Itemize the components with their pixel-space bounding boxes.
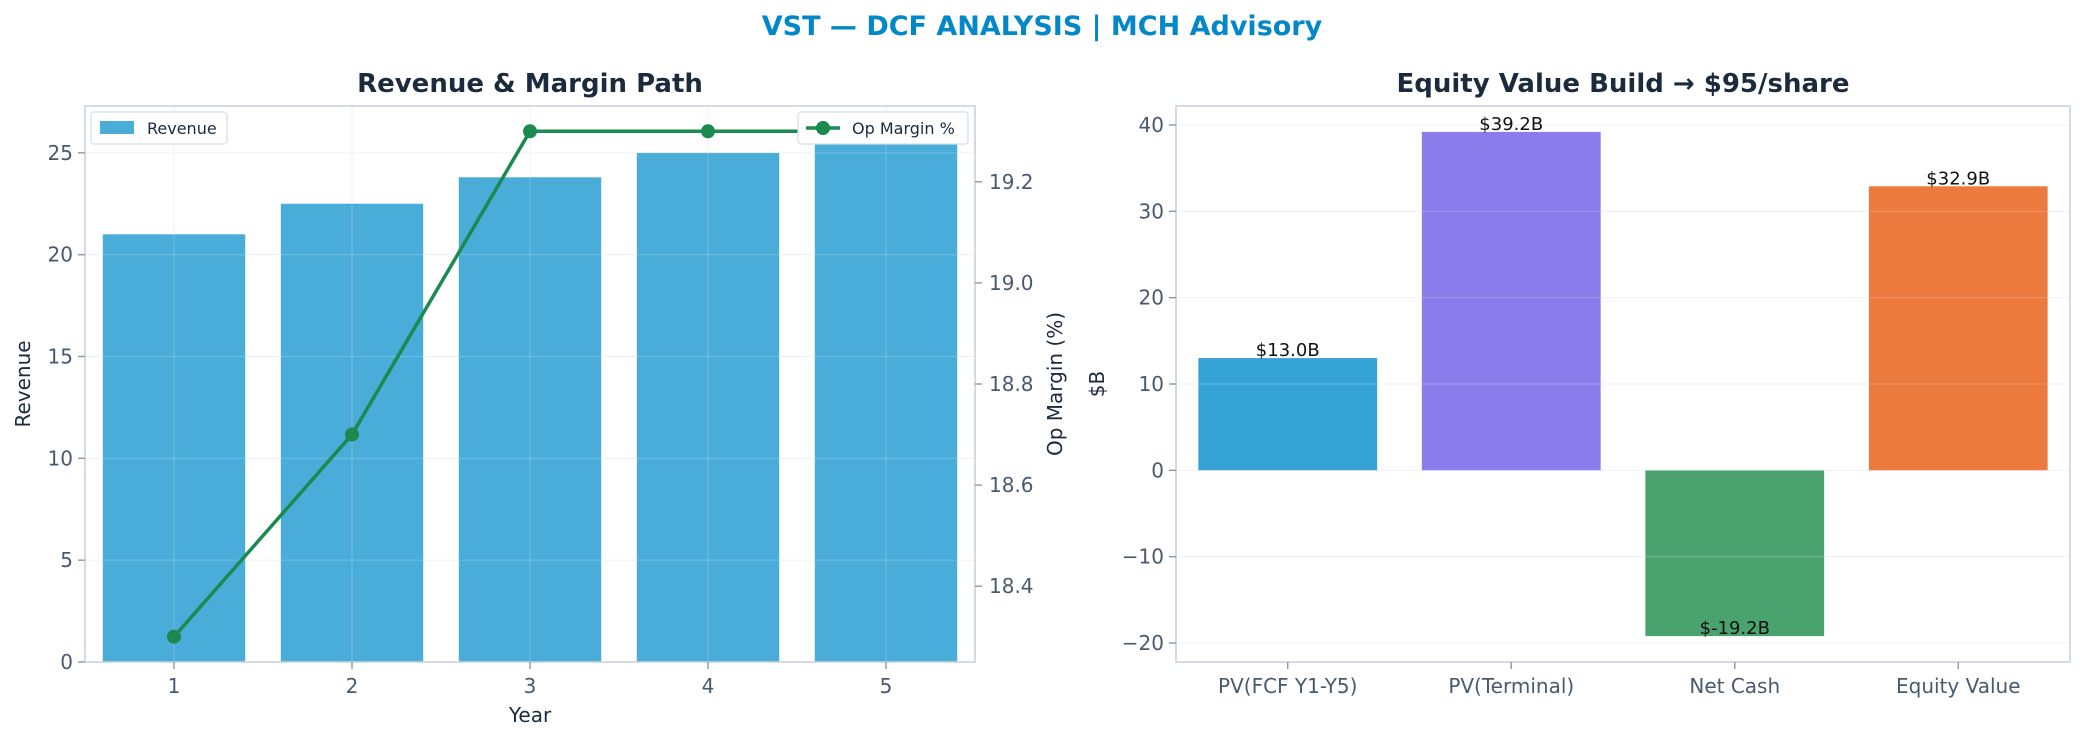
y-tick-label: 10: [48, 446, 73, 470]
y-tick-label: 0: [1151, 458, 1164, 482]
y-tick-label: 0: [60, 650, 73, 674]
op-margin-point: [523, 124, 537, 139]
equity-build-bar: [1645, 470, 1825, 637]
bar-value-label: $13.0B: [1256, 340, 1320, 361]
y2-tick-label: 19.2: [989, 170, 1034, 194]
x-tick-label: 3: [524, 674, 537, 698]
y-tick-label: 25: [48, 141, 73, 165]
y2-tick-label: 18.6: [989, 473, 1034, 497]
revenue-margin-chart: Revenue & Margin Path 1 2 3 4 5 0 5 10 15 20 25 1…: [11, 69, 1067, 727]
x-tick-label: 4: [702, 674, 715, 698]
legend-revenue-swatch: [100, 121, 134, 134]
legend-revenue: Revenue: [90, 111, 228, 145]
revenue-bar: [636, 152, 780, 663]
bar-value-label: $32.9B: [1926, 168, 1990, 189]
bar-value-label: $39.2B: [1479, 114, 1543, 135]
legend-op-margin-marker: [816, 121, 830, 135]
revenue-bar: [458, 177, 602, 663]
y-axis-label-op-margin: Op Margin (%): [1043, 312, 1067, 456]
equity-build-bar: [1868, 186, 2048, 471]
y-tick-label: 20: [48, 243, 73, 267]
legend-revenue-label: Revenue: [147, 119, 217, 138]
y-tick-label: 5: [60, 548, 73, 572]
figure-title: VST — DCF ANALYSIS | MCH Advisory: [762, 11, 1323, 42]
op-margin-point: [701, 124, 715, 139]
x-tick-label: Net Cash: [1689, 674, 1780, 698]
y2-tick-label: 18.4: [989, 574, 1034, 598]
y-tick-label: 20: [1139, 286, 1164, 310]
x-axis-label: Year: [508, 703, 552, 727]
op-margin-point: [167, 629, 181, 644]
x-tick-label: 1: [168, 674, 181, 698]
y-tick-label: −10: [1122, 545, 1164, 569]
legend-op-margin-label: Op Margin %: [852, 119, 955, 138]
bar-value-label: $-19.2B: [1700, 618, 1770, 639]
y-tick-label: −20: [1122, 631, 1164, 655]
y-tick-label: 40: [1139, 113, 1164, 137]
y-axis-label-revenue: Revenue: [11, 340, 35, 427]
y-axis-label-billions: $B: [1085, 371, 1109, 397]
y2-tick-label: 18.8: [989, 372, 1034, 396]
equity-build-bar: [1421, 131, 1601, 471]
y2-tick-label: 19.0: [989, 271, 1034, 295]
equity-build-bar: [1198, 358, 1378, 471]
y-tick-label: 30: [1139, 199, 1164, 223]
x-tick-label: PV(FCF Y1-Y5): [1218, 674, 1357, 698]
x-tick-label: 5: [880, 674, 893, 698]
op-margin-point: [345, 427, 359, 442]
x-tick-label: 2: [346, 674, 359, 698]
x-tick-label: Equity Value: [1896, 674, 2021, 698]
equity-value-chart: Equity Value Build → $95/share PV(FCF Y1…: [1085, 69, 2071, 698]
legend-op-margin: Op Margin %: [797, 111, 969, 145]
revenue-margin-chart-title: Revenue & Margin Path: [357, 69, 703, 99]
y-tick-label: 15: [48, 345, 73, 369]
revenue-bar: [102, 234, 246, 663]
x-tick-label: PV(Terminal): [1448, 674, 1574, 698]
equity-value-chart-title: Equity Value Build → $95/share: [1397, 69, 1850, 99]
revenue-bar: [814, 128, 958, 662]
y-tick-label: 10: [1139, 372, 1164, 396]
